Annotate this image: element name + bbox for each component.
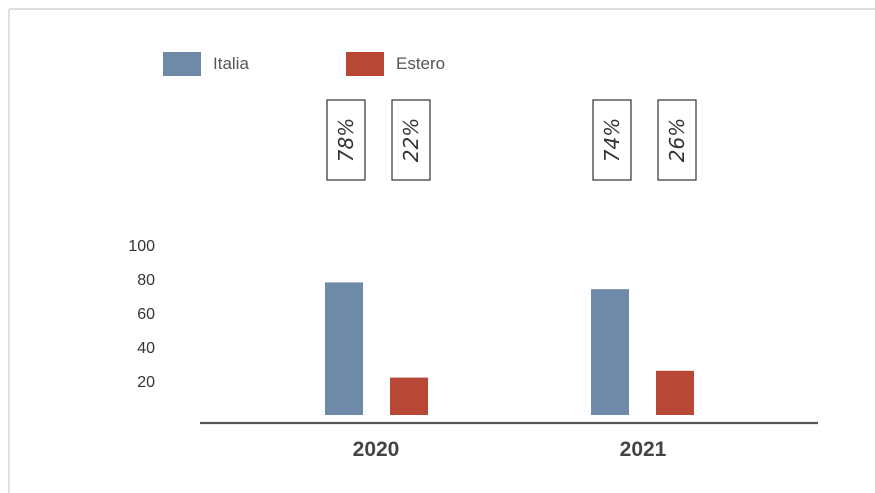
- data-label-italia-2020: 78%: [326, 99, 366, 181]
- bar-italia-2021: [591, 289, 629, 415]
- y-tick-label-100: 100: [128, 238, 155, 255]
- bar-italia-2020: [325, 282, 363, 415]
- x-axis-category-labels: 2020 2021: [353, 438, 667, 461]
- bar-estero-2020: [390, 377, 428, 415]
- data-label-estero-2020: 22%: [391, 99, 431, 181]
- data-label-text: 78%: [334, 118, 358, 162]
- legend-label-estero: Estero: [396, 54, 445, 73]
- y-tick-label-80: 80: [137, 272, 155, 289]
- y-tick-label-60: 60: [137, 306, 155, 323]
- data-label-box: [592, 99, 632, 181]
- data-label-text: 26%: [665, 118, 689, 162]
- data-label-box: [657, 99, 697, 181]
- data-label-text: 22%: [399, 118, 423, 162]
- legend-swatch-italia: [163, 52, 201, 76]
- y-axis-tick-labels: 20 40 60 80 100: [128, 238, 155, 391]
- legend: Italia Estero: [163, 52, 445, 76]
- bar-estero-2021: [656, 370, 694, 415]
- data-label-text: 74%: [600, 118, 624, 162]
- data-label-box: [391, 99, 431, 181]
- y-tick-label-40: 40: [137, 340, 155, 357]
- x-category-label-2020: 2020: [353, 438, 400, 461]
- legend-label-italia: Italia: [213, 54, 249, 73]
- data-label-box: [326, 99, 366, 181]
- bars: [325, 282, 694, 415]
- data-label-estero-2021: 26%: [657, 99, 697, 181]
- legend-swatch-estero: [346, 52, 384, 76]
- data-label-italia-2021: 74%: [592, 99, 632, 181]
- x-category-label-2021: 2021: [620, 438, 667, 461]
- data-labels: 78% 22% 74% 26%: [326, 99, 697, 181]
- y-tick-label-20: 20: [137, 374, 155, 391]
